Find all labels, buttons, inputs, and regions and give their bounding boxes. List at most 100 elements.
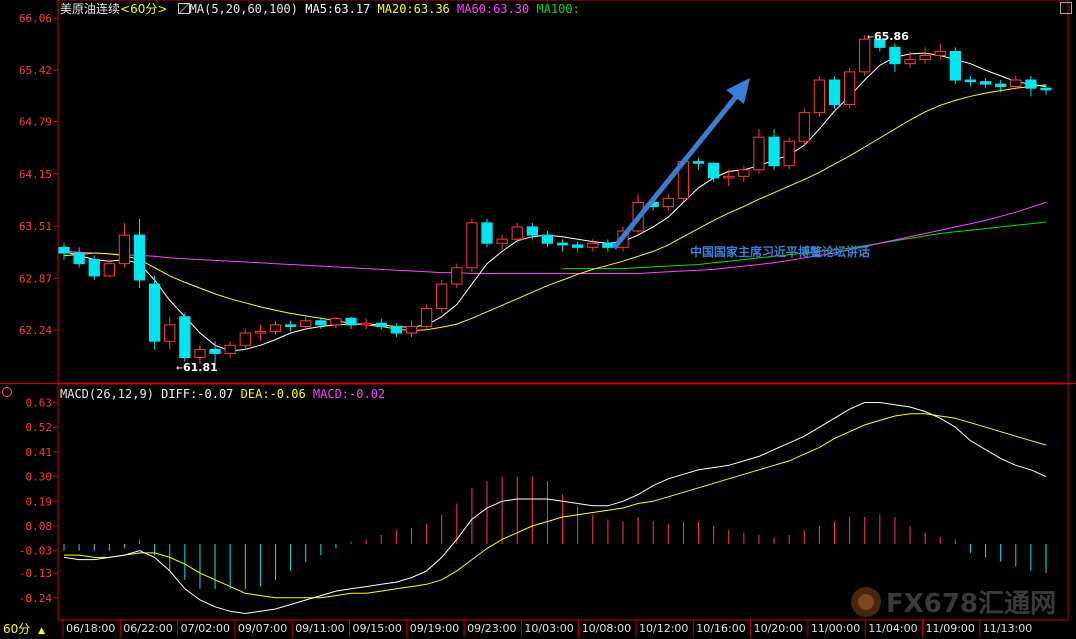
time-tick-label: 09/07:00 [238, 622, 287, 635]
candle [73, 247, 85, 268]
candle-body [360, 322, 372, 326]
candle [390, 323, 403, 338]
price-tick-label: 64.79 [19, 116, 52, 129]
price-tick-label: 62.24 [19, 324, 52, 337]
panel-close-icon[interactable] [1060, 2, 1072, 14]
macd-settings-icon[interactable] [2, 387, 12, 397]
time-tick-label: 10/03:00 [524, 622, 573, 635]
candle-body [405, 326, 418, 334]
candle [662, 194, 674, 211]
candle-body [284, 324, 297, 328]
time-tick-label: 10/16:00 [696, 622, 745, 635]
candlesticks [58, 34, 1052, 365]
candle [707, 161, 720, 183]
dea-line [64, 413, 1047, 599]
candle [783, 137, 795, 170]
candle [315, 318, 327, 329]
price-tick-label: 63.51 [19, 220, 52, 233]
ma20-line [63, 84, 1047, 332]
candle [436, 279, 448, 313]
time-tick-label: 09/23:00 [467, 622, 516, 635]
period-button[interactable]: 60分 ▲ [0, 621, 58, 637]
candle [284, 320, 297, 332]
candle-body [572, 244, 584, 248]
low-marker-arrow-icon: ← [176, 361, 183, 374]
candle-body [73, 252, 85, 265]
macd-tick-label: -0.24 [19, 592, 52, 605]
macd-dea-value: DEA:-0.06 [240, 387, 306, 401]
candle [481, 218, 493, 248]
candle-body [345, 317, 357, 326]
ma5-value: MA5:63.17 [305, 2, 371, 16]
candle-body [964, 79, 977, 83]
ma20-value: MA20:63.36 [377, 2, 450, 16]
candle [224, 341, 236, 358]
ma100-line [562, 221, 1047, 270]
candle-body [738, 169, 750, 177]
candle [723, 169, 735, 187]
candle-body [88, 259, 100, 277]
candle [995, 80, 1007, 93]
candle [103, 259, 115, 278]
price-panel-border [57, 0, 1069, 384]
candle [526, 222, 538, 240]
candle [979, 78, 992, 89]
time-tick-label: 09/15:00 [353, 622, 402, 635]
macd-tick-label: -0.13 [19, 567, 52, 580]
candle [843, 67, 856, 109]
candle-body [496, 238, 508, 244]
candle-body [164, 324, 176, 342]
candle [889, 43, 901, 72]
candle [118, 222, 131, 268]
macd-diff-value: DIFF:-0.07 [161, 387, 234, 401]
macd-tick-label: 0.08 [26, 520, 53, 533]
candle-body [149, 283, 161, 342]
candle-body [556, 242, 569, 246]
candle [209, 341, 221, 365]
high-marker-arrow-icon: ← [867, 30, 874, 43]
macd-histogram [63, 476, 1047, 589]
candle [496, 235, 508, 250]
candle [194, 345, 206, 365]
candle-body [300, 320, 312, 328]
candle-body [662, 197, 674, 208]
candle [874, 34, 886, 52]
candle [813, 75, 826, 117]
candle-body [813, 79, 826, 114]
candle [692, 157, 705, 170]
macd-params: MACD(26,12,9) [60, 387, 154, 401]
candle [360, 318, 372, 329]
time-x-axis: 06/18:00 06/22:00 07/02:00 09/07:00 09/11:00… [62, 620, 1032, 637]
candle-body [934, 50, 946, 57]
candle [330, 316, 342, 329]
moving-average-lines [63, 52, 1047, 352]
candle [179, 312, 191, 362]
candle-body [224, 344, 236, 354]
candle [466, 218, 478, 272]
candle [1010, 75, 1022, 90]
period-dropdown-icon: ▲ [38, 626, 46, 636]
macd-legend: MACD(26,12,9) DIFF:-0.07 DEA:-0.06 MACD:… [60, 387, 385, 401]
candle-body [949, 50, 961, 81]
candle [738, 165, 750, 183]
candle-body [828, 79, 841, 106]
candle [269, 320, 282, 335]
time-tick-label: 07/02:00 [181, 622, 230, 635]
candle [345, 316, 357, 329]
candle-body [602, 242, 614, 248]
macd-tick-label: 0.63 [26, 396, 53, 409]
candle-body [254, 330, 267, 334]
macd-tick-label: 0.41 [26, 446, 53, 459]
candle [828, 75, 841, 109]
time-tick-label: 10/08:00 [582, 622, 631, 635]
candle [300, 316, 312, 329]
candle [964, 75, 977, 87]
time-tick-label: 11/13:00 [983, 622, 1032, 635]
candle-body [330, 317, 342, 326]
candle-body [103, 263, 115, 277]
candle [753, 128, 765, 174]
ma-params: MA(5,20,60,100) [189, 2, 299, 16]
macd-tick-label: 0.30 [26, 471, 53, 484]
ma-indicator-icon[interactable] [177, 3, 190, 14]
